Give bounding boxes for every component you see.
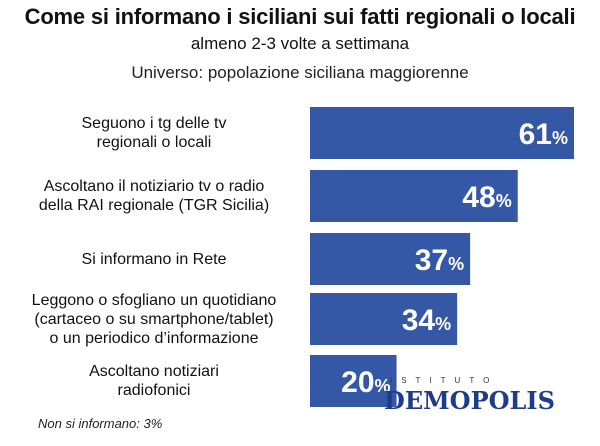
category-label-line: Seguono i tg delle tv <box>81 115 227 132</box>
bar-value-label: 37% <box>415 244 464 277</box>
category-label: Si informano in Rete <box>4 250 304 269</box>
category-label: Ascoltano il notiziario tv o radio della … <box>4 177 304 215</box>
bar-value-unit: % <box>552 128 568 148</box>
category-label: Ascoltano notiziari radiofonici <box>4 362 304 400</box>
footnote: Non si informano: 3% <box>38 416 163 431</box>
category-label-line: Si informano in Rete <box>81 250 227 268</box>
bar-value-number: 48 <box>462 181 495 214</box>
category-label: Seguono i tg delle tv regionali o locali <box>4 114 304 152</box>
bar-group: 34% <box>310 293 458 345</box>
category-label-line: della RAI regionale (TGR Sicilia) <box>38 197 270 214</box>
chart-universe-note: Universo: popolazione siciliana maggiore… <box>131 63 469 82</box>
bar-value-number: 37 <box>415 244 448 277</box>
category-label-line: (cartaceo o su smartphone/tablet) <box>34 310 274 328</box>
category-label-line: Ascoltano notiziari <box>89 363 219 380</box>
bar <box>310 233 471 285</box>
bar-value-number: 20 <box>341 366 374 399</box>
bar-value-number: 34 <box>402 304 436 337</box>
logo-top-text: ISTITUTO <box>390 376 499 385</box>
category-label-line: o un periodico d’informazione <box>49 329 259 347</box>
bar-value-unit: % <box>496 191 512 211</box>
bar-group: 48% <box>310 170 518 222</box>
category-label-line: Ascoltano il notiziario tv o radio <box>43 178 265 195</box>
category-label-line: regionali o locali <box>96 134 212 151</box>
bar <box>310 170 518 222</box>
bar-group: 37% <box>310 233 471 285</box>
chart-title: Come si informano i siciliani sui fatti … <box>24 4 576 29</box>
bar-value-unit: % <box>435 314 451 334</box>
logo-main-text: DEMOPOLIS <box>384 386 555 415</box>
bar-value-number: 61 <box>519 118 552 151</box>
bar-value-label: 34% <box>402 304 451 337</box>
category-label: Leggono o sfogliano un quotidiano (cartac… <box>4 291 304 348</box>
bar <box>310 107 574 159</box>
chart-subtitle: almeno 2-3 volte a settimana <box>190 34 410 53</box>
category-label-line: Leggono o sfogliano un quotidiano <box>31 291 277 309</box>
bar-value-label: 61% <box>519 118 568 151</box>
bar-value-label: 48% <box>462 181 511 214</box>
bar-group: 20% <box>310 355 397 407</box>
category-label-line: radiofonici <box>117 382 191 399</box>
bar-value-unit: % <box>448 254 464 274</box>
bar-value-label: 20% <box>341 366 390 399</box>
demopolis-logo: ISTITUTO DEMOPOLIS <box>384 376 555 415</box>
bar-group: 61% <box>310 107 574 159</box>
bar <box>310 293 458 345</box>
bar-value-unit: % <box>375 376 391 396</box>
bar <box>310 355 397 407</box>
